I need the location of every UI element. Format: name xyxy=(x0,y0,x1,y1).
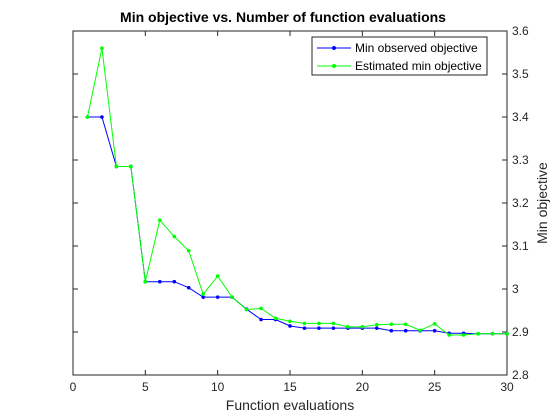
data-point-estimated-min-objective xyxy=(129,164,133,169)
data-point-estimated-min-objective xyxy=(389,322,394,327)
series-line-min-observed-objective xyxy=(87,116,507,335)
data-point-estimated-min-objective xyxy=(273,316,278,321)
data-point-estimated-min-objective xyxy=(186,248,191,253)
data-point-min-observed-objective xyxy=(215,295,220,299)
chart-title: Min objective vs. Number of function eva… xyxy=(120,9,446,25)
data-point-estimated-min-objective xyxy=(143,279,148,284)
data-point-estimated-min-objective xyxy=(230,295,234,299)
x-tick-label: 20 xyxy=(356,380,370,394)
x-tick-label: 5 xyxy=(142,380,149,394)
data-point-min-observed-objective xyxy=(375,326,379,330)
legend-box xyxy=(311,36,488,76)
data-point-estimated-min-objective xyxy=(259,306,263,311)
data-point-min-observed-objective xyxy=(302,326,307,330)
x-tick-label: 10 xyxy=(211,380,225,394)
data-point-estimated-min-objective xyxy=(447,333,451,337)
series-layer xyxy=(85,46,509,337)
data-point-estimated-min-objective xyxy=(375,322,379,327)
data-point-min-observed-objective xyxy=(403,328,408,333)
data-point-min-observed-objective xyxy=(288,324,292,328)
data-point-min-observed-objective xyxy=(259,317,263,322)
data-point-estimated-min-objective xyxy=(100,46,104,50)
data-point-min-observed-objective xyxy=(158,279,162,284)
data-point-min-observed-objective xyxy=(172,279,177,284)
x-axis-label: Function evaluations xyxy=(226,397,354,413)
data-point-estimated-min-objective xyxy=(85,115,90,119)
x-tick-label: 0 xyxy=(70,380,77,394)
y-tick-label: 2.8 xyxy=(512,368,529,382)
data-point-estimated-min-objective xyxy=(461,333,466,337)
data-point-min-observed-objective xyxy=(432,328,437,333)
legend-label-min-observed-objective: Min observed objective xyxy=(355,41,478,55)
data-point-estimated-min-objective xyxy=(172,234,177,239)
x-axis: 0 5 10 15 20 25 30 xyxy=(70,31,514,394)
legend-entry-min-observed-objective: Min observed objective xyxy=(317,41,478,55)
data-point-estimated-min-objective xyxy=(490,331,495,336)
data-point-estimated-min-objective xyxy=(505,331,509,336)
data-point-estimated-min-objective xyxy=(201,292,205,296)
legend-marker-min-observed-objective xyxy=(332,46,336,50)
y-tick-label: 3.2 xyxy=(512,196,529,210)
data-point-estimated-min-objective xyxy=(158,218,162,222)
data-point-estimated-min-objective xyxy=(302,321,307,326)
x-tick-label: 15 xyxy=(283,380,297,394)
data-point-estimated-min-objective xyxy=(360,325,365,329)
legend-label-estimated-min-objective: Estimated min objective xyxy=(355,59,482,73)
data-point-estimated-min-objective xyxy=(114,164,119,169)
data-point-estimated-min-objective xyxy=(331,321,336,326)
y-tick-label: 3.5 xyxy=(512,67,529,81)
y-tick-label: 3.4 xyxy=(512,110,529,124)
axes-box xyxy=(72,30,508,376)
data-point-estimated-min-objective xyxy=(432,322,437,326)
y-tick-label: 3.6 xyxy=(512,24,529,38)
legend-entry-estimated-min-objective: Estimated min objective xyxy=(317,59,482,73)
data-point-estimated-min-objective xyxy=(476,331,480,336)
data-point-min-observed-objective xyxy=(317,326,321,330)
y-axis-label: Min objective xyxy=(534,162,550,244)
data-point-min-observed-objective xyxy=(389,328,394,333)
data-point-estimated-min-objective xyxy=(418,328,423,333)
data-point-min-observed-objective xyxy=(100,115,104,119)
y-tick-label: 3.3 xyxy=(512,153,529,167)
legend: Min observed objective Estimated min obj… xyxy=(311,36,488,76)
data-point-estimated-min-objective xyxy=(215,274,220,278)
data-point-estimated-min-objective xyxy=(317,321,321,326)
data-point-estimated-min-objective xyxy=(403,322,408,327)
legend-marker-estimated-min-objective xyxy=(332,64,336,68)
y-tick-label: 3.1 xyxy=(512,239,529,253)
plot-area: 0 5 10 15 20 25 30 2.8 2.9 3 3.1 3.2 3.3 3.4 3.5 3.6 xyxy=(70,24,529,394)
x-tick-label: 25 xyxy=(428,380,442,394)
data-point-estimated-min-objective xyxy=(288,319,292,324)
y-tick-label: 3 xyxy=(512,282,519,296)
data-point-min-observed-objective xyxy=(331,326,336,330)
data-point-min-observed-objective xyxy=(201,295,205,299)
data-point-estimated-min-objective xyxy=(244,307,249,312)
y-tick-label: 2.9 xyxy=(512,325,529,339)
series-line-estimated-min-objective xyxy=(86,48,507,336)
data-point-min-observed-objective xyxy=(186,285,191,290)
y-axis: 2.8 2.9 3 3.1 3.2 3.3 3.4 3.5 3.6 xyxy=(73,24,529,382)
x-tick-label: 30 xyxy=(500,380,514,394)
data-point-estimated-min-objective xyxy=(346,325,350,329)
